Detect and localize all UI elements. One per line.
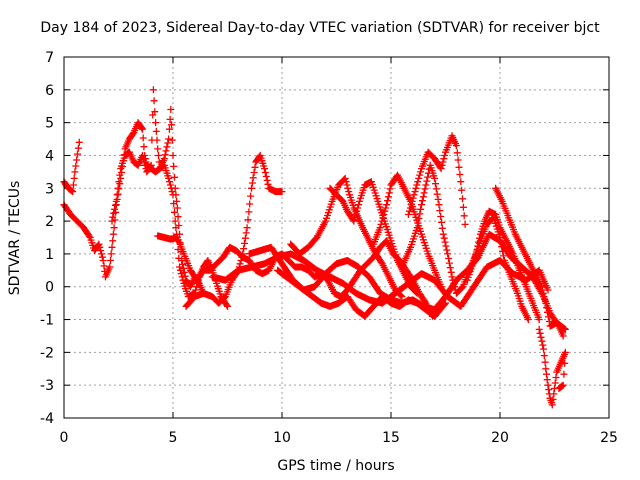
series-8 bbox=[274, 266, 449, 320]
data-point-marks bbox=[492, 184, 569, 333]
y-tick-labels: -4 -3 -2 -1 0 1 2 3 4 5 6 7 bbox=[40, 50, 54, 427]
y-tick-label: -4 bbox=[40, 411, 54, 427]
data-point-marks bbox=[326, 178, 421, 297]
series-5 bbox=[182, 152, 286, 310]
y-tick-label: 5 bbox=[45, 116, 54, 132]
y-tick-label: 6 bbox=[45, 83, 54, 99]
series-12 bbox=[404, 132, 469, 228]
y-tick-label: -1 bbox=[40, 313, 54, 329]
axis-ticks bbox=[63, 56, 610, 419]
data-point-marks bbox=[287, 174, 406, 301]
series-3 bbox=[108, 86, 207, 297]
data-point-marks bbox=[182, 152, 286, 310]
x-axis-title: GPS time / hours bbox=[277, 458, 394, 474]
grid-lines bbox=[64, 57, 609, 418]
plot-frame bbox=[63, 56, 610, 419]
x-tick-labels: 0 5 10 15 20 25 bbox=[60, 430, 618, 446]
x-tick-label: 0 bbox=[60, 430, 69, 446]
y-axis-title: SDTVAR / TECUs bbox=[7, 181, 23, 296]
series-9 bbox=[287, 174, 406, 301]
series-15 bbox=[492, 184, 569, 333]
series-10 bbox=[326, 178, 421, 297]
data-point-marks bbox=[535, 325, 569, 409]
data-point-marks bbox=[60, 119, 231, 310]
data-point-marks bbox=[274, 266, 449, 320]
x-tick-label: 5 bbox=[169, 430, 178, 446]
y-tick-label: 7 bbox=[45, 50, 54, 66]
y-tick-label: 3 bbox=[45, 181, 54, 197]
series-16 bbox=[535, 325, 569, 409]
series-14 bbox=[463, 214, 532, 323]
y-tick-label: 0 bbox=[45, 280, 54, 296]
y-tick-label: -2 bbox=[40, 345, 54, 361]
y-tick-label: 2 bbox=[45, 214, 54, 230]
data-point-marks bbox=[404, 132, 469, 228]
y-tick-label: 1 bbox=[45, 247, 54, 263]
x-tick-label: 25 bbox=[600, 430, 618, 446]
data-series bbox=[60, 86, 569, 409]
chart-title: Day 184 of 2023, Sidereal Day-to-day VTE… bbox=[40, 20, 600, 36]
x-tick-label: 20 bbox=[491, 430, 509, 446]
x-tick-label: 10 bbox=[273, 430, 291, 446]
x-tick-label: 15 bbox=[382, 430, 400, 446]
data-point-marks bbox=[463, 214, 532, 323]
series-2 bbox=[60, 119, 231, 310]
y-tick-label: 4 bbox=[45, 148, 54, 164]
y-tick-label: -3 bbox=[40, 378, 54, 394]
data-point-marks bbox=[108, 86, 207, 297]
